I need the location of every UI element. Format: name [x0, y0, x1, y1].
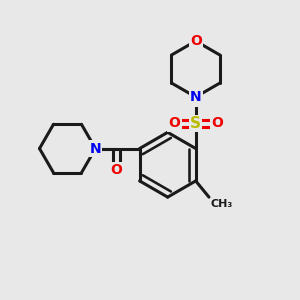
Text: N: N	[190, 90, 202, 104]
Text: N: N	[90, 142, 101, 155]
Text: O: O	[169, 116, 181, 130]
Text: S: S	[190, 116, 201, 131]
Text: O: O	[211, 116, 223, 130]
Text: O: O	[190, 34, 202, 48]
Text: O: O	[111, 163, 123, 177]
Text: N: N	[190, 92, 202, 106]
Text: N: N	[90, 142, 101, 155]
Text: CH₃: CH₃	[210, 200, 233, 209]
